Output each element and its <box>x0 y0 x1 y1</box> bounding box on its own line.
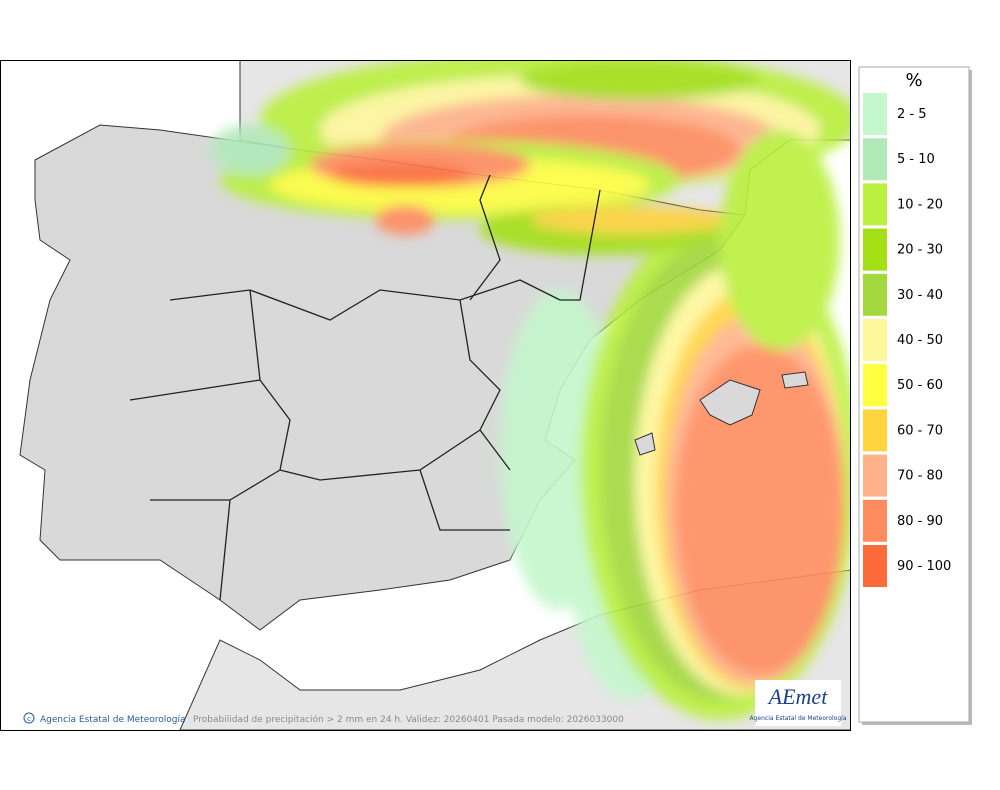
precip-area <box>720 130 840 350</box>
logo-box <box>755 680 841 726</box>
legend-label: 90 - 100 <box>897 559 951 574</box>
legend-title: % <box>905 70 922 91</box>
legend-label: 50 - 60 <box>897 378 943 393</box>
copyright-icon <box>23 712 35 724</box>
legend-label: 80 - 90 <box>897 514 943 529</box>
map: AEmet Agencia Estatal de Meteorología c … <box>1 60 851 730</box>
legend-label: 70 - 80 <box>897 469 943 484</box>
logo-text: AEmet <box>767 684 829 709</box>
caption: Probabilidad de precipitación > 2 mm en … <box>193 714 624 725</box>
mallorca <box>699 379 761 426</box>
credit: Agencia Estatal de Meteorología <box>40 715 186 725</box>
legend-swatch <box>863 545 887 587</box>
precip-area <box>530 206 730 234</box>
borders <box>129 174 601 601</box>
legend-swatch <box>863 409 887 452</box>
precip-area <box>330 163 470 187</box>
legend-swatch <box>863 183 887 226</box>
precip-area <box>210 125 290 175</box>
precip-area <box>675 345 845 675</box>
precip-area <box>375 205 435 235</box>
legend-swatch <box>863 273 887 316</box>
legend-swatch <box>863 138 887 181</box>
copyright-mark: c <box>27 715 31 723</box>
precip-area <box>520 60 760 100</box>
legend-swatch <box>863 454 887 497</box>
legend-label: 20 - 30 <box>897 243 943 258</box>
legend-swatch <box>863 319 887 361</box>
legend-label: 60 - 70 <box>897 423 943 438</box>
legend-label: 40 - 50 <box>897 333 943 348</box>
menorca <box>781 371 809 389</box>
legend-swatch <box>863 499 887 542</box>
legend-label: 5 - 10 <box>897 152 935 167</box>
legend-label: 10 - 20 <box>897 197 943 212</box>
logo-subtitle: Agencia Estatal de Meteorología <box>750 715 847 722</box>
legend-swatch <box>863 228 887 271</box>
map-frame <box>0 60 851 731</box>
ibiza <box>634 432 656 456</box>
legend-label: 30 - 40 <box>897 288 943 303</box>
legend-swatch <box>863 364 887 407</box>
legend-swatch <box>863 93 887 135</box>
legend-label: 2 - 5 <box>897 107 927 122</box>
